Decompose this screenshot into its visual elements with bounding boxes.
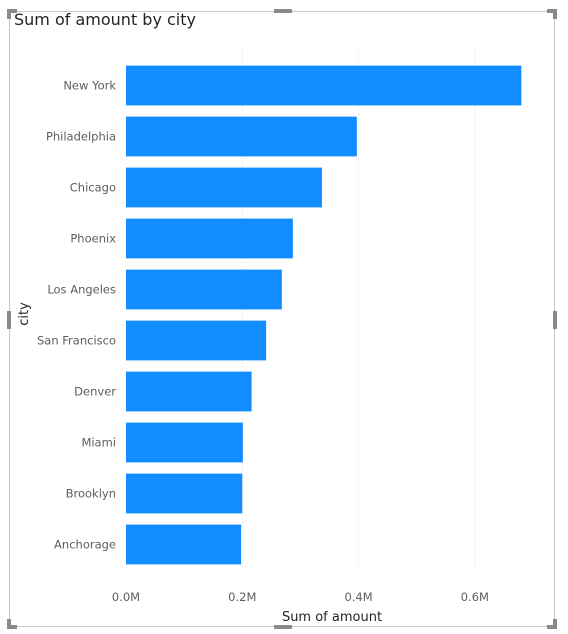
resize-handle-top-right-v[interactable] (553, 9, 557, 19)
resize-handle-top-left[interactable] (7, 9, 17, 13)
bar[interactable] (126, 167, 322, 208)
bar[interactable] (126, 371, 252, 412)
category-label: Chicago (70, 181, 116, 195)
chart-title: Sum of amount by city (14, 10, 196, 29)
x-tick-label: 0.4M (344, 590, 372, 604)
bar[interactable] (126, 524, 242, 565)
bars (126, 65, 522, 565)
category-label: San Francisco (37, 334, 116, 348)
category-label: Los Angeles (47, 283, 116, 297)
bar[interactable] (126, 422, 243, 463)
resize-handle-left[interactable] (7, 311, 11, 329)
category-label: Brooklyn (66, 487, 116, 501)
y-axis-title: city (17, 302, 32, 326)
x-tick-label: 0.0M (112, 590, 140, 604)
resize-handle-top-left-v[interactable] (7, 9, 11, 19)
bar[interactable] (126, 269, 282, 310)
x-tick-labels: 0.0M 0.2M 0.4M 0.6M (112, 590, 489, 604)
bar[interactable] (126, 473, 243, 514)
resize-handle-top[interactable] (274, 9, 292, 13)
resize-handle-top-right[interactable] (547, 9, 557, 13)
gridlines (241, 50, 476, 570)
resize-handle-bottom[interactable] (274, 625, 292, 629)
x-tick-label: 0.2M (228, 590, 256, 604)
bar[interactable] (126, 320, 267, 361)
x-axis-title: Sum of amount (282, 610, 382, 625)
resize-handle-bottom-right[interactable] (547, 625, 557, 629)
resize-handle-bottom-left[interactable] (7, 625, 17, 629)
category-label: New York (63, 79, 116, 93)
bar[interactable] (126, 218, 293, 259)
category-labels: New York Philadelphia Chicago Phoenix Los An… (37, 79, 116, 552)
category-label: Phoenix (70, 232, 116, 246)
resize-handle-bottom-right-v[interactable] (553, 619, 557, 629)
resize-handle-right[interactable] (553, 311, 557, 329)
category-label: Miami (81, 436, 116, 450)
category-label: Anchorage (54, 538, 116, 552)
resize-handle-bottom-left-v[interactable] (7, 619, 11, 629)
bar[interactable] (126, 65, 522, 106)
x-tick-label: 0.6M (461, 590, 489, 604)
bar[interactable] (126, 116, 357, 157)
category-label: Denver (74, 385, 116, 399)
category-label: Philadelphia (46, 130, 116, 144)
